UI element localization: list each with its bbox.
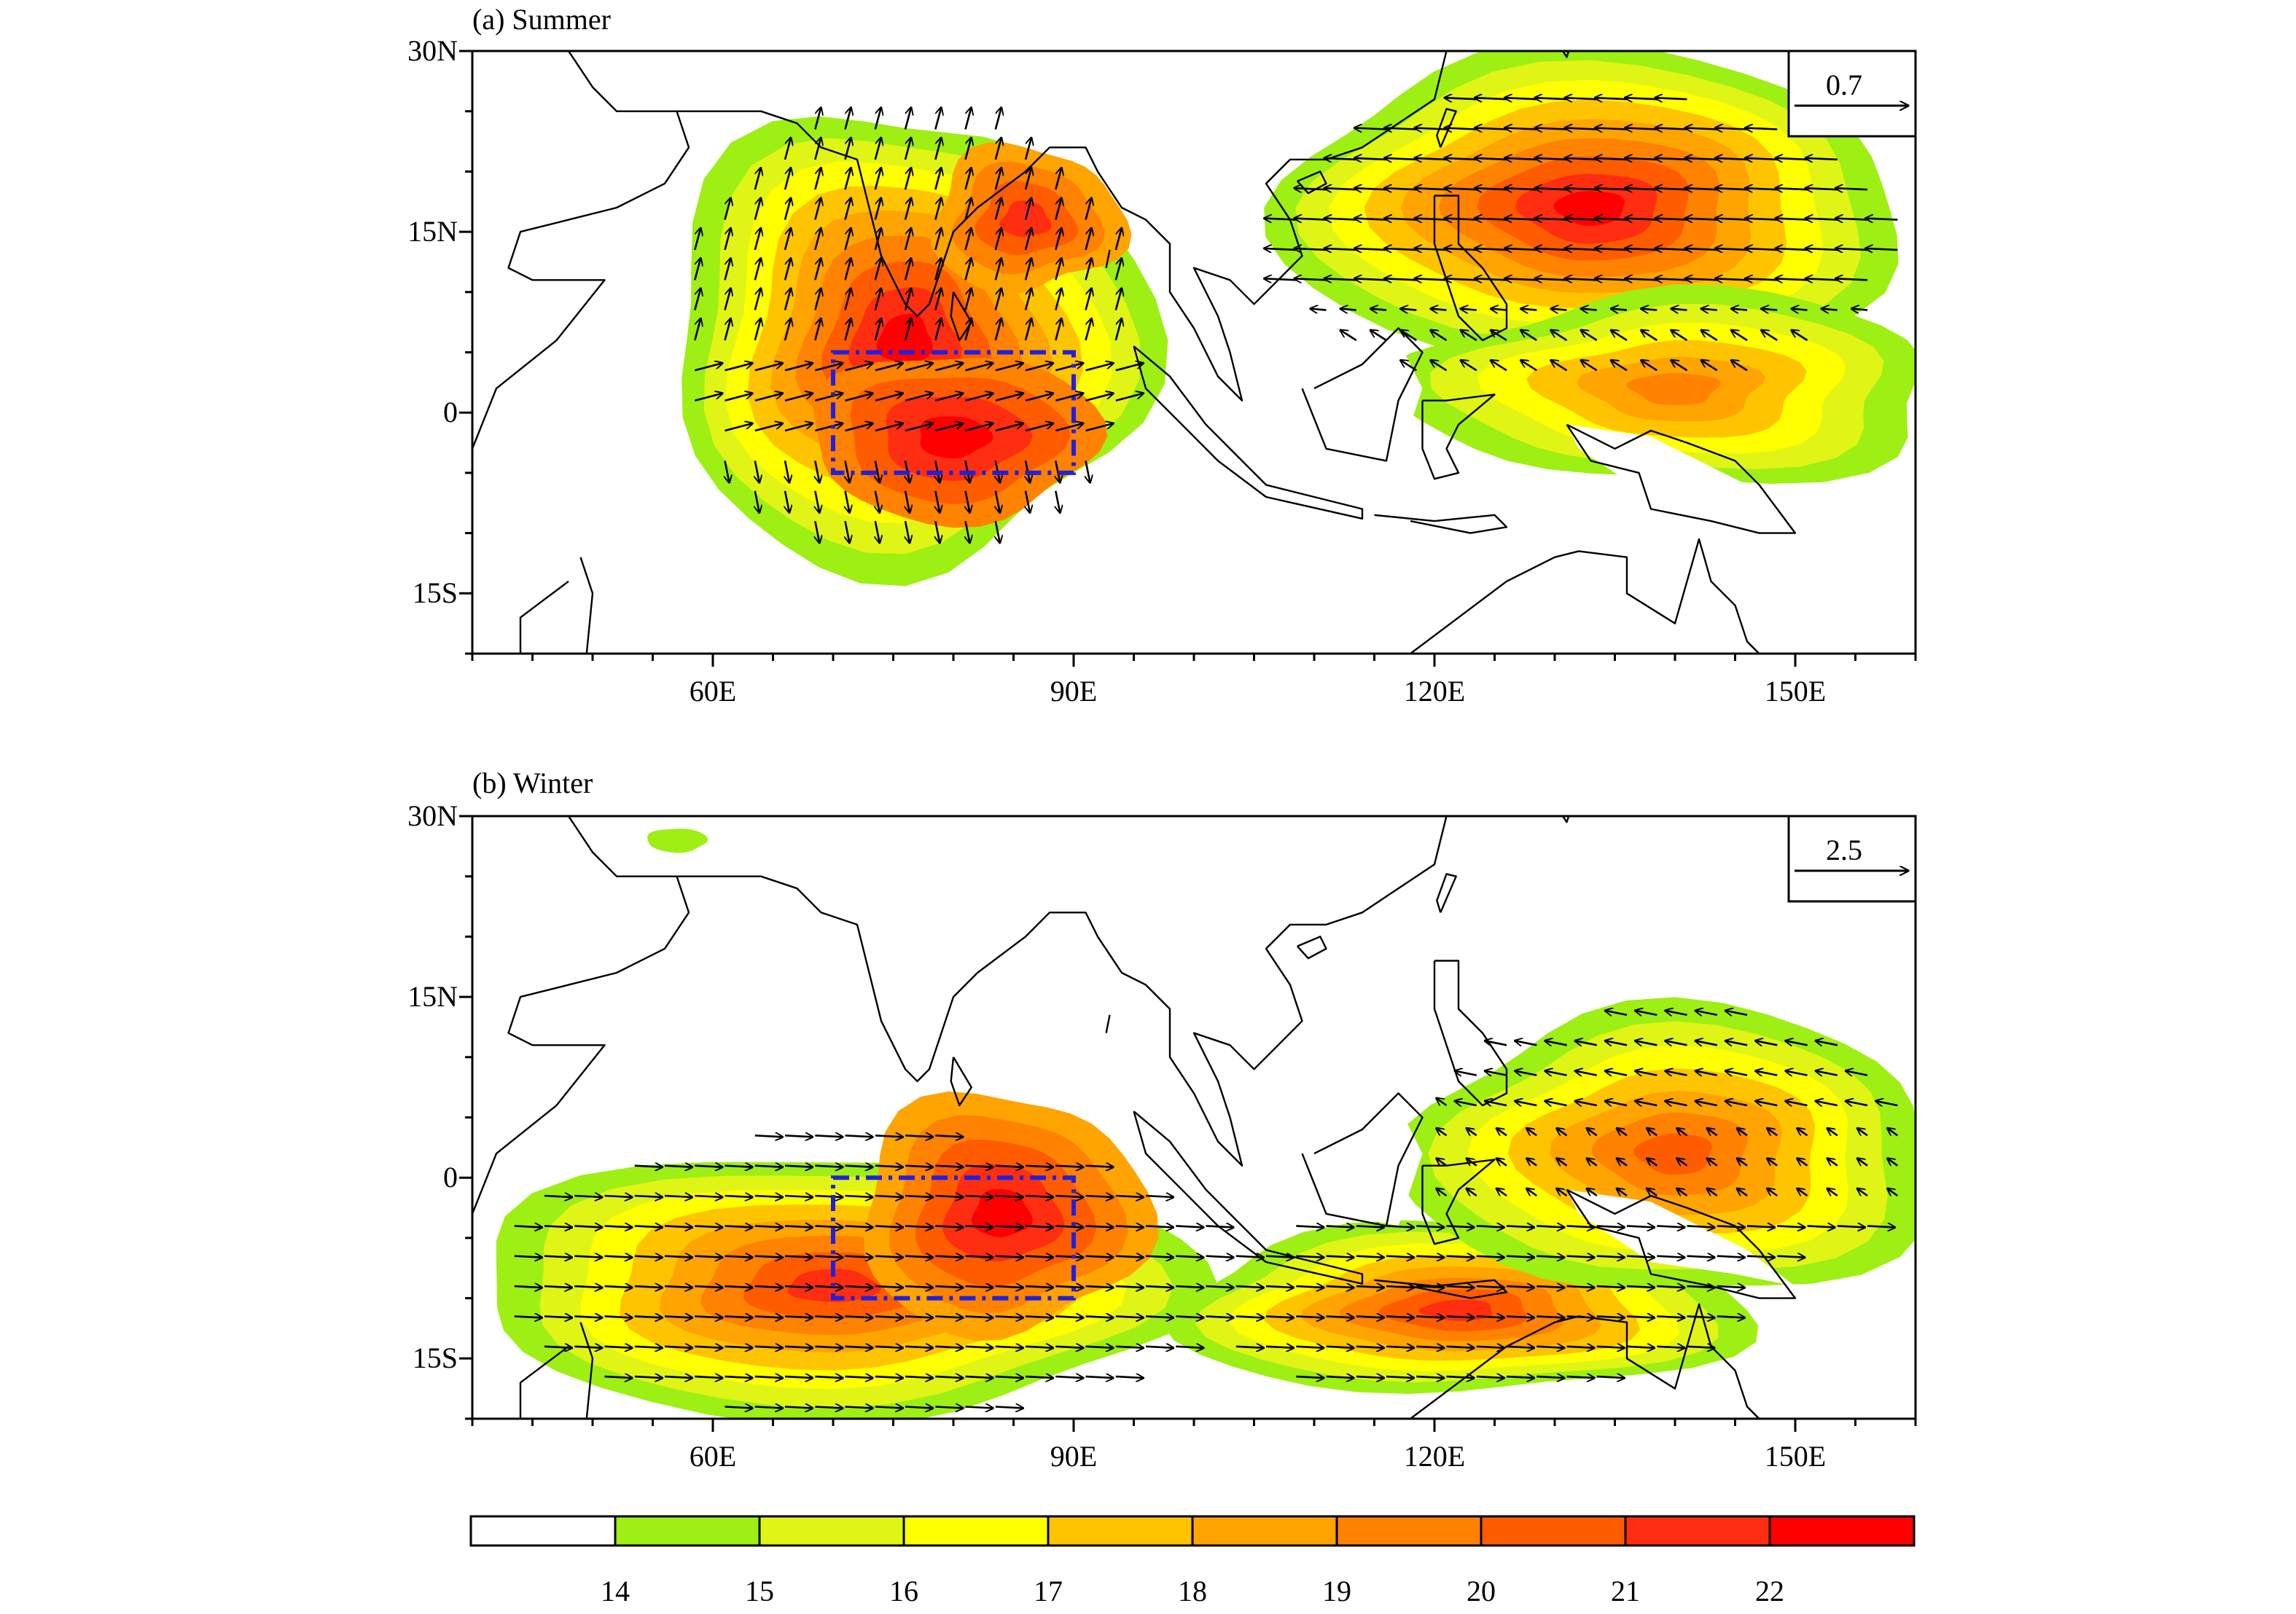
panel-winter: (b) Winter 2.5 30N 15N 0 15S 60E 90E 120… bbox=[407, 767, 1917, 1473]
colorbar-swatch bbox=[1480, 1515, 1627, 1547]
colorbar: 14 15 16 17 18 19 20 21 22 bbox=[469, 1515, 1916, 1607]
summer-xlabel-90e: 90E bbox=[1050, 675, 1097, 708]
colorbar-label-15: 15 bbox=[745, 1575, 774, 1607]
colorbar-swatch bbox=[1624, 1515, 1771, 1547]
winter-wind-vectors bbox=[514, 1011, 1899, 1409]
summer-axis-ticks bbox=[459, 50, 1917, 667]
winter-xlabel-150e: 150E bbox=[1765, 1440, 1826, 1473]
colorbar-label-17: 17 bbox=[1034, 1575, 1063, 1607]
colorbar-swatch bbox=[1335, 1515, 1483, 1547]
summer-xlabel-120e: 120E bbox=[1404, 675, 1465, 708]
panel-summer: (a) Summer 0.7 30N 15N 0 15S 60E 90E 120… bbox=[407, 3, 1917, 708]
colorbar-label-20: 20 bbox=[1467, 1575, 1496, 1607]
winter-xlabel-90e: 90E bbox=[1050, 1440, 1097, 1473]
summer-highlight-box bbox=[831, 350, 1076, 475]
colorbar-swatch bbox=[1191, 1515, 1338, 1547]
winter-xlabel-120e: 120E bbox=[1404, 1440, 1465, 1473]
colorbar-swatch bbox=[614, 1515, 761, 1547]
colorbar-swatch bbox=[1768, 1515, 1916, 1547]
winter-axis-ticks bbox=[459, 815, 1917, 1432]
winter-ref-vector-legend: 2.5 bbox=[1787, 815, 1917, 903]
winter-ylabel-15s: 15S bbox=[413, 1341, 458, 1374]
colorbar-swatches bbox=[469, 1515, 1916, 1547]
winter-ylabel-15n: 15N bbox=[407, 980, 458, 1013]
summer-xlabel-150e: 150E bbox=[1765, 675, 1826, 708]
panel-summer-title: (a) Summer bbox=[472, 3, 611, 36]
summer-ylabel-15n: 15N bbox=[407, 215, 458, 248]
winter-ylabel-30n: 30N bbox=[407, 799, 458, 832]
summer-ref-vector-value: 0.7 bbox=[1826, 68, 1862, 101]
summer-wind-vectors bbox=[694, 98, 1898, 543]
winter-xlabel-60e: 60E bbox=[690, 1440, 736, 1473]
winter-highlight-box bbox=[831, 1175, 1076, 1301]
colorbar-swatch bbox=[902, 1515, 1050, 1547]
colorbar-label-18: 18 bbox=[1178, 1575, 1207, 1607]
colorbar-label-22: 22 bbox=[1755, 1575, 1784, 1607]
summer-xlabel-60e: 60E bbox=[690, 675, 736, 708]
colorbar-label-19: 19 bbox=[1322, 1575, 1351, 1607]
colorbar-swatch bbox=[1047, 1515, 1194, 1547]
colorbar-label-16: 16 bbox=[889, 1575, 918, 1607]
summer-ylabel-0: 0 bbox=[443, 396, 458, 428]
colorbar-swatch bbox=[469, 1515, 617, 1547]
summer-ylabel-15s: 15S bbox=[413, 576, 458, 609]
winter-ref-vector-value: 2.5 bbox=[1826, 834, 1862, 866]
summer-ref-vector-legend: 0.7 bbox=[1787, 50, 1917, 138]
colorbar-label-14: 14 bbox=[601, 1575, 630, 1607]
summer-coastlines bbox=[472, 51, 1797, 654]
colorbar-swatch bbox=[758, 1515, 905, 1547]
panel-winter-title: (b) Winter bbox=[472, 767, 593, 799]
summer-ylabel-30n: 30N bbox=[407, 34, 458, 67]
winter-ylabel-0: 0 bbox=[443, 1161, 458, 1194]
colorbar-label-21: 21 bbox=[1611, 1575, 1640, 1607]
